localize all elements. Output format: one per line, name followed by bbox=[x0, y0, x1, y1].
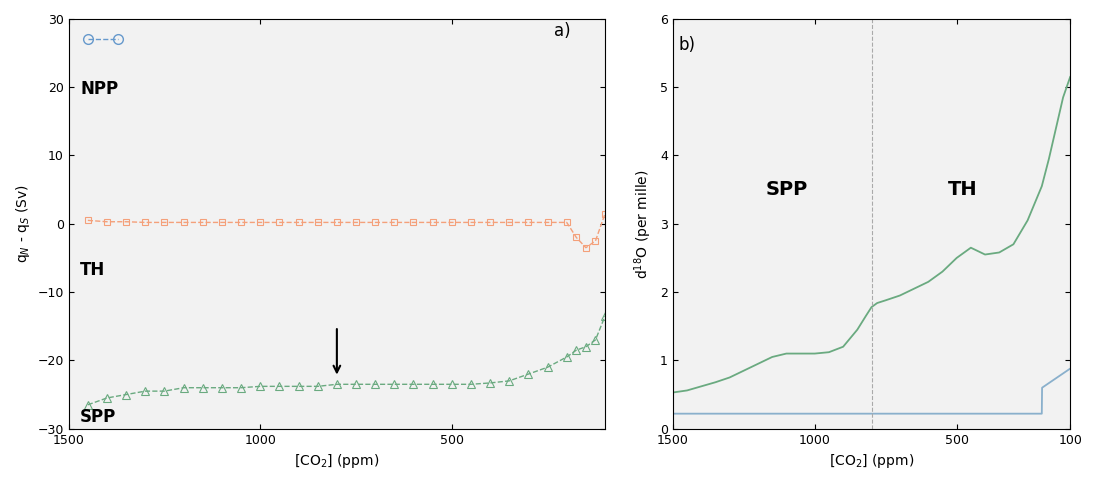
Text: SPP: SPP bbox=[765, 180, 808, 199]
Text: b): b) bbox=[678, 36, 696, 54]
Text: NPP: NPP bbox=[80, 80, 118, 98]
Y-axis label: q$_N$ - q$_S$ (Sv): q$_N$ - q$_S$ (Sv) bbox=[14, 184, 32, 263]
Text: TH: TH bbox=[80, 261, 105, 279]
Text: a): a) bbox=[553, 22, 571, 40]
Text: SPP: SPP bbox=[80, 408, 116, 426]
X-axis label: [CO$_2$] (ppm): [CO$_2$] (ppm) bbox=[294, 452, 379, 470]
X-axis label: [CO$_2$] (ppm): [CO$_2$] (ppm) bbox=[829, 452, 914, 470]
Text: TH: TH bbox=[948, 180, 978, 199]
Y-axis label: d$^{18}$O (per mille): d$^{18}$O (per mille) bbox=[632, 169, 654, 279]
